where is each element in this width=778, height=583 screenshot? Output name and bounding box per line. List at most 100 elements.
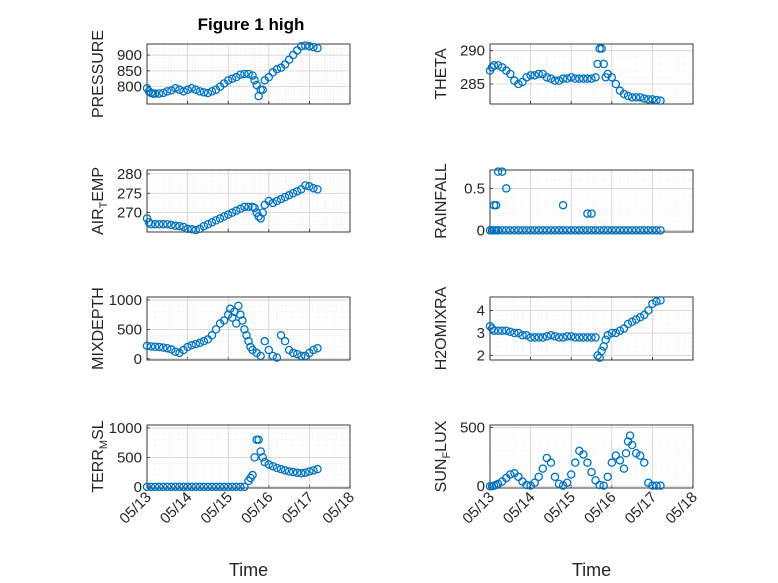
- data-point: [534, 333, 543, 342]
- data-point: [546, 330, 556, 340]
- data-point: [493, 226, 503, 235]
- data-point: [313, 43, 322, 53]
- data-point: [203, 482, 213, 492]
- data-point: [526, 333, 535, 342]
- data-point: [146, 482, 156, 492]
- data-point: [550, 226, 560, 235]
- data-point: [309, 42, 318, 52]
- x-tick-label: 05/15: [197, 489, 236, 528]
- plot-background: [490, 44, 693, 104]
- data-point: [272, 353, 282, 362]
- data-point: [587, 209, 596, 218]
- data-point: [510, 328, 519, 338]
- data-point: [250, 76, 259, 85]
- data-point: [154, 219, 164, 229]
- data-point: [191, 482, 200, 492]
- data-point: [276, 194, 286, 204]
- y-tick-label: 1000: [109, 292, 142, 309]
- data-point: [171, 482, 180, 492]
- data-point: [611, 79, 621, 89]
- data-point: [493, 167, 503, 176]
- y-tick-label: 290: [460, 43, 485, 60]
- y-tick-label: 285: [460, 76, 485, 93]
- data-point: [211, 482, 221, 492]
- data-point: [644, 226, 653, 235]
- data-point: [191, 225, 200, 235]
- data-point: [627, 226, 637, 235]
- data-point: [163, 87, 172, 96]
- data-point: [619, 226, 629, 235]
- data-point: [191, 339, 200, 349]
- plot-frame: [146, 296, 351, 361]
- data-point: [644, 95, 653, 104]
- data-point: [615, 456, 625, 465]
- data-point: [228, 74, 237, 83]
- data-point: [219, 482, 229, 492]
- data-point: [171, 221, 180, 231]
- subplot-2: 285 290 THETA: [433, 43, 694, 105]
- x-tick-label: 05/16: [238, 489, 277, 528]
- subplot-6: 2 3 4 H2OMIXRA: [433, 286, 694, 370]
- data-point: [558, 74, 568, 83]
- data-point: [635, 451, 645, 460]
- data-point: [256, 351, 265, 361]
- data-point: [623, 226, 633, 235]
- data-point: [597, 346, 606, 356]
- data-point: [497, 167, 507, 176]
- x-tick-label: 05/14: [157, 489, 196, 528]
- data-point: [276, 331, 286, 340]
- data-point: [179, 222, 188, 232]
- data-point: [179, 87, 188, 96]
- data-point: [219, 316, 229, 325]
- figure-title: Figure 1 high: [198, 15, 305, 34]
- data-point: [292, 187, 302, 196]
- data-point: [656, 296, 665, 305]
- y-tick-label: 500: [460, 419, 485, 436]
- y-tick-label: 280: [117, 166, 142, 183]
- data-point: [215, 214, 225, 223]
- data-point: [501, 184, 511, 193]
- data-point: [522, 73, 531, 82]
- data-point: [240, 325, 249, 334]
- data-point: [250, 453, 259, 462]
- data-point: [223, 210, 233, 219]
- data-point: [635, 312, 645, 322]
- data-point: [648, 299, 657, 308]
- y-tick-label: 500: [117, 321, 142, 338]
- data-point: [254, 435, 263, 444]
- data-point: [534, 69, 543, 79]
- data-point: [554, 479, 564, 489]
- data-point: [571, 458, 580, 467]
- data-point: [631, 226, 641, 235]
- data-point: [530, 333, 539, 342]
- data-point: [558, 226, 568, 235]
- data-point: [203, 88, 213, 98]
- plot-frame: [146, 169, 351, 233]
- y-tick-label: 0.5: [464, 180, 485, 197]
- data-point: [171, 347, 180, 357]
- data-point: [579, 450, 588, 459]
- data-point: [603, 330, 612, 340]
- data-point: [258, 85, 267, 95]
- data-point: [313, 185, 322, 194]
- data-point: [154, 89, 164, 98]
- data-point: [591, 73, 600, 82]
- data-point: [305, 182, 314, 191]
- data-point: [595, 226, 604, 235]
- data-point: [506, 69, 515, 79]
- data-point: [489, 326, 499, 335]
- y-axis-label: PRESSURE: [90, 30, 107, 118]
- data-point: [242, 331, 251, 340]
- data-point: [258, 208, 267, 217]
- data-point: [583, 209, 592, 218]
- data-point: [272, 463, 282, 473]
- y-tick-label: 0: [477, 222, 485, 239]
- data-point: [179, 482, 188, 492]
- data-point: [652, 297, 661, 306]
- data-point: [562, 74, 572, 83]
- data-point: [514, 328, 523, 338]
- y-tick-label: 850: [117, 63, 142, 80]
- data-point: [264, 345, 274, 355]
- data-point: [562, 226, 572, 235]
- data-point: [506, 470, 515, 479]
